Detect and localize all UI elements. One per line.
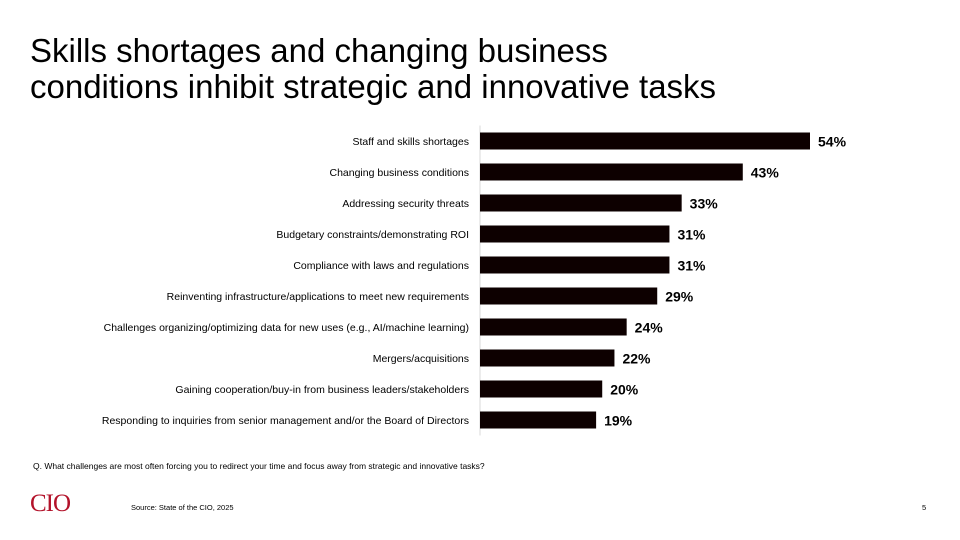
category-label: Reinventing infrastructure/applications … bbox=[167, 291, 469, 303]
title-line-1: Skills shortages and changing business bbox=[30, 32, 608, 69]
data-label: 22% bbox=[622, 351, 651, 367]
category-label: Gaining cooperation/buy-in from business… bbox=[175, 384, 469, 396]
bar bbox=[480, 349, 615, 367]
bar bbox=[480, 287, 658, 305]
data-label: 24% bbox=[635, 320, 664, 336]
data-label: 19% bbox=[604, 413, 633, 429]
category-label: Changing business conditions bbox=[329, 167, 469, 179]
bar bbox=[480, 256, 670, 274]
category-label: Staff and skills shortages bbox=[352, 136, 469, 148]
bar bbox=[480, 380, 603, 398]
data-label: 43% bbox=[751, 165, 780, 181]
bar bbox=[480, 318, 627, 336]
source-note: Source: State of the CIO, 2025 bbox=[131, 503, 234, 512]
data-label: 31% bbox=[677, 227, 706, 243]
bar bbox=[480, 225, 670, 243]
bar bbox=[480, 194, 682, 212]
category-label: Addressing security threats bbox=[342, 198, 469, 210]
title-line-2: conditions inhibit strategic and innovat… bbox=[30, 68, 717, 105]
slide-title: Skills shortages and changing business c… bbox=[30, 33, 910, 105]
data-label: 31% bbox=[677, 258, 706, 274]
data-label: 20% bbox=[610, 382, 639, 398]
data-label: 54% bbox=[818, 134, 847, 150]
survey-question: Q. What challenges are most often forcin… bbox=[33, 461, 485, 471]
category-label: Challenges organizing/optimizing data fo… bbox=[104, 322, 469, 334]
data-label: 33% bbox=[690, 196, 719, 212]
bar bbox=[480, 132, 810, 150]
category-label: Compliance with laws and regulations bbox=[293, 260, 469, 272]
bar bbox=[480, 411, 597, 429]
category-label: Budgetary constraints/demonstrating ROI bbox=[276, 229, 469, 241]
data-label: 29% bbox=[665, 289, 694, 305]
category-label: Responding to inquiries from senior mana… bbox=[102, 415, 469, 427]
page-number: 5 bbox=[922, 503, 927, 512]
cio-logo: CIO bbox=[30, 490, 71, 517]
bar bbox=[480, 163, 743, 181]
category-label: Mergers/acquisitions bbox=[373, 353, 469, 365]
